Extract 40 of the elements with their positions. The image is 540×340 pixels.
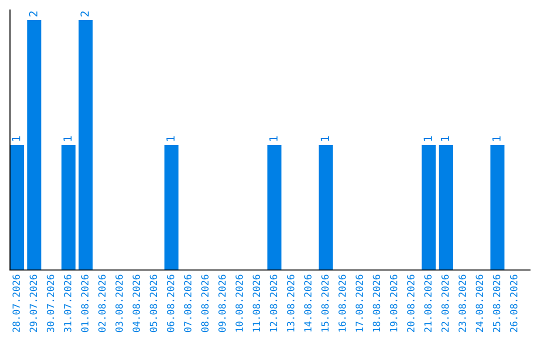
- data-label: 1: [440, 136, 450, 141]
- data-label: 1: [320, 136, 329, 141]
- x-tick-label: 23.08.2026: [458, 274, 466, 332]
- x-tick-label: 02.08.2026: [98, 274, 106, 332]
- data-label: 1: [166, 136, 175, 141]
- data-label: 1: [269, 136, 278, 141]
- x-tick-label: 28.07.2026: [12, 274, 20, 332]
- x-tick-label: 29.07.2026: [30, 274, 38, 332]
- x-tick-label: 08.08.2026: [201, 274, 209, 332]
- x-tick-label: 10.08.2026: [236, 274, 243, 332]
- data-label: 2: [80, 11, 89, 16]
- x-tick-label: 04.08.2026: [132, 274, 140, 332]
- x-tick-label: 18.08.2026: [372, 274, 380, 332]
- x-tick-label: 14.08.2026: [304, 274, 312, 332]
- data-label: 1: [12, 136, 20, 141]
- x-tick-label: 26.08.2026: [510, 274, 518, 332]
- x-tick-label: 05.08.2026: [150, 274, 158, 332]
- data-label: 2: [29, 11, 38, 16]
- x-tick-label: 12.08.2026: [270, 274, 278, 332]
- x-tick-label: 24.08.2026: [476, 274, 484, 332]
- x-tick-label: 20.08.2026: [407, 274, 414, 332]
- data-label: 1: [492, 136, 500, 141]
- data-label: 1: [424, 136, 432, 141]
- x-tick-label: 07.08.2026: [184, 274, 192, 332]
- x-tick-label: 15.08.2026: [321, 274, 329, 332]
- x-tick-label: 09.08.2026: [218, 274, 226, 332]
- x-tick-label: 17.08.2026: [356, 274, 363, 332]
- x-tick-label: 03.08.2026: [115, 274, 123, 332]
- x-tick-label: 06.08.2026: [166, 274, 174, 332]
- data-label: 1: [63, 136, 72, 141]
- x-tick-label: 16.08.2026: [338, 274, 346, 332]
- x-tick-label: 22.08.2026: [441, 274, 449, 332]
- x-tick-label: 25.08.2026: [492, 274, 500, 332]
- x-tick-label: 19.08.2026: [390, 274, 398, 332]
- x-tick-label: 21.08.2026: [424, 274, 432, 332]
- x-tick-label: 01.08.2026: [81, 274, 89, 332]
- x-tick-label: 30.07.2026: [46, 274, 54, 332]
- x-tick-label: 11.08.2026: [252, 274, 260, 332]
- x-tick-label: 13.08.2026: [287, 274, 294, 332]
- x-tick-label: 31.07.2026: [64, 274, 72, 332]
